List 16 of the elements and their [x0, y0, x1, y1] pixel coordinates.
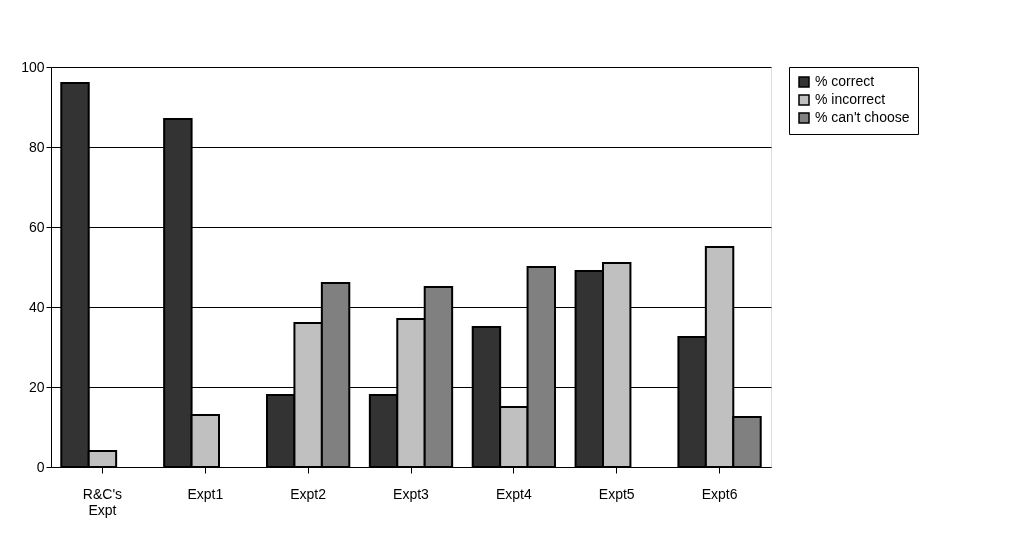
y-tick-label: 20	[28, 378, 45, 395]
x-tick-label: R&C's Expt	[82, 485, 123, 518]
x-tick-label: Expt2	[290, 485, 327, 502]
x-tick-label: Expt6	[701, 485, 738, 502]
x-tick-label: Expt3	[393, 485, 430, 502]
legend-label: % incorrect	[815, 91, 886, 107]
y-tick-label: 40	[28, 298, 45, 315]
x-tick-label: Expt5	[598, 485, 635, 502]
legend-label: % correct	[815, 73, 875, 89]
y-tick-label: 0	[36, 458, 45, 475]
y-tick-label: 100	[21, 58, 45, 75]
y-tick-label: 80	[28, 138, 45, 155]
x-tick-label: Expt1	[187, 485, 224, 502]
y-tick-label: 60	[28, 218, 45, 235]
x-tick-label: Expt4	[495, 485, 532, 502]
legend-label: % can't choose	[815, 109, 910, 125]
